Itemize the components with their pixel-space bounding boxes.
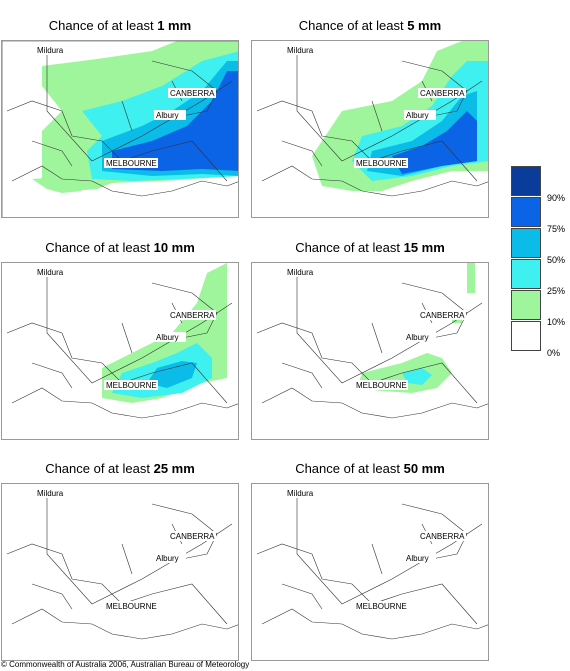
panel-title: Chance of at least 5 mm: [298, 18, 442, 33]
probability-map: Mildura CANBERRA Albury MELBOURNE: [1, 40, 239, 218]
label-mildura: Mildura: [287, 489, 314, 498]
label-mildura: Mildura: [287, 268, 314, 277]
label-melbourne: MELBOURNE: [106, 159, 157, 168]
label-canberra: CANBERRA: [170, 311, 215, 320]
label-melbourne: MELBOURNE: [106, 602, 157, 611]
label-canberra: CANBERRA: [170, 89, 215, 98]
label-melbourne: MELBOURNE: [106, 381, 157, 390]
legend-label: 0%: [547, 348, 561, 358]
probability-map: Mildura CANBERRA Albury MELBOURNE: [1, 262, 239, 440]
panel-title: Chance of at least 1 mm: [48, 18, 192, 33]
label-canberra: CANBERRA: [420, 532, 465, 541]
label-canberra: CANBERRA: [420, 89, 465, 98]
panel-title: Chance of at least 10 mm: [45, 240, 195, 255]
panel-title: Chance of at least 15 mm: [295, 240, 445, 255]
label-albury: Albury: [406, 333, 429, 342]
label-melbourne: MELBOURNE: [356, 159, 407, 168]
label-mildura: Mildura: [37, 489, 64, 498]
label-albury: Albury: [406, 111, 429, 120]
label-canberra: CANBERRA: [170, 532, 215, 541]
label-mildura: Mildura: [37, 46, 64, 55]
legend-label: 50%: [547, 255, 566, 265]
legend-label: 90%: [547, 193, 566, 203]
legend-label: 75%: [547, 224, 566, 234]
legend-label: 25%: [547, 286, 566, 296]
probability-map: Mildura CANBERRA Albury MELBOURNE: [1, 483, 239, 661]
probability-map: Mildura CANBERRA Albury MELBOURNE: [251, 40, 489, 218]
panel-title: Chance of at least 25 mm: [45, 461, 195, 476]
legend-swatch: [511, 228, 541, 258]
label-melbourne: MELBOURNE: [356, 381, 407, 390]
legend-swatch: [511, 290, 541, 320]
label-mildura: Mildura: [287, 46, 314, 55]
label-albury: Albury: [406, 554, 429, 563]
label-albury: Albury: [156, 554, 179, 563]
probability-map: Mildura CANBERRA Albury MELBOURNE: [251, 262, 489, 440]
label-canberra: CANBERRA: [420, 311, 465, 320]
legend-swatch: [511, 259, 541, 289]
legend-swatch: [511, 166, 541, 196]
legend-label: 10%: [547, 317, 566, 327]
legend-swatch: [511, 197, 541, 227]
label-albury: Albury: [156, 111, 179, 120]
legend-swatch: [511, 321, 541, 351]
label-albury: Albury: [156, 333, 179, 342]
panel-title: Chance of at least 50 mm: [295, 461, 445, 476]
label-melbourne: MELBOURNE: [356, 602, 407, 611]
copyright-footer: © Commonwealth of Australia 2006, Austra…: [1, 660, 250, 669]
label-mildura: Mildura: [37, 268, 64, 277]
probability-map: Mildura CANBERRA Albury MELBOURNE: [251, 483, 489, 661]
